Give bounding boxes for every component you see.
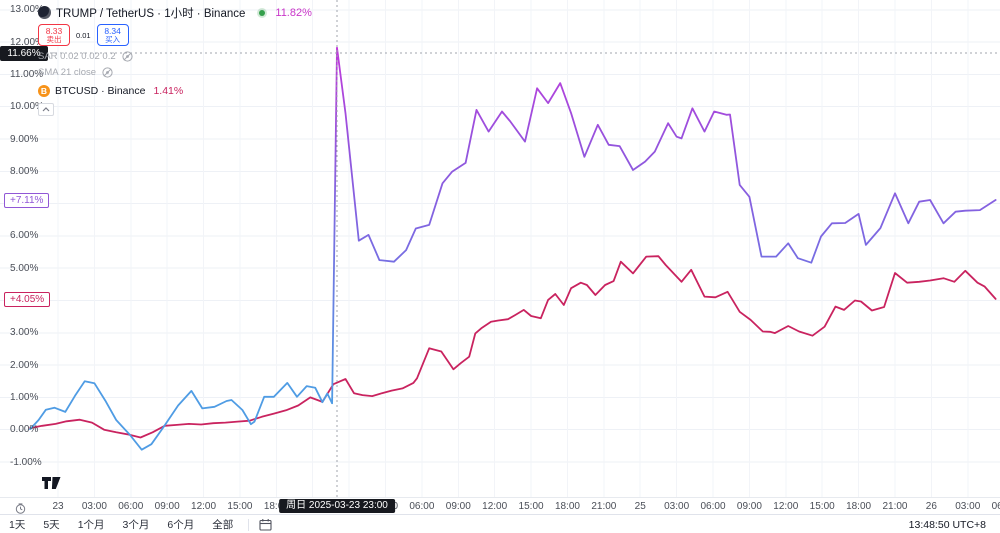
- time-scale-label: 06:00: [409, 501, 435, 512]
- goto-date-icon[interactable]: [255, 518, 276, 531]
- trump-last-value-badge: +7.11%: [4, 192, 50, 208]
- price-scale-label: 2.00%: [10, 359, 39, 371]
- time-scale-label: 03:00: [664, 501, 690, 512]
- time-scale-label: 18:00: [263, 501, 289, 512]
- price-scale-label: 3.00%: [10, 327, 39, 339]
- chart-canvas[interactable]: [0, 0, 1000, 497]
- eye-off-icon[interactable]: [102, 66, 113, 78]
- price-scale-label: 0.00%: [10, 424, 39, 436]
- time-scale-label: 12:00: [773, 501, 799, 512]
- sell-label: 卖出: [46, 34, 62, 44]
- time-scale[interactable]: 周日 2025-03-23 23:00 23 03:00 06:00 09:00 12:…: [0, 497, 1000, 515]
- range-1d[interactable]: 1天: [9, 519, 26, 531]
- legend: TRUMP / TetherUS · 1小时 · Binance 11.82% …: [38, 4, 312, 116]
- crosshair-time-badge: 周日 2025-03-23 23:00: [279, 499, 395, 513]
- time-scale-label: 15:00: [809, 501, 835, 512]
- tradingview-logo[interactable]: [42, 476, 61, 494]
- range-1m[interactable]: 1个月: [77, 519, 105, 531]
- bottom-toolbar: 1天 5天 1个月 3个月 6个月 全部 13:48:50 UTC+8: [0, 514, 1000, 533]
- sar-indicator-label: SAR 0.02 0.02 0.2: [38, 50, 116, 62]
- price-scale-label: 1.00%: [10, 391, 39, 403]
- compare-row-btcusd[interactable]: B BTCUSD · Binance 1.41%: [38, 83, 312, 98]
- time-scale-label: 03:00: [81, 501, 107, 512]
- price-scale-label: 10.00%: [10, 101, 44, 113]
- horizontal-gridlines: [0, 9, 1000, 463]
- time-scale-label: 23: [52, 501, 64, 512]
- time-scale-label: 18:00: [554, 501, 580, 512]
- btc-last-value-badge: +4.05%: [4, 291, 51, 307]
- buy-button[interactable]: 8.34 买入: [96, 24, 129, 46]
- range-5d[interactable]: 5天: [43, 519, 60, 531]
- time-scale-label: 26: [925, 501, 937, 512]
- price-scale-label: 13.00%: [10, 4, 44, 16]
- indicator-row-sar[interactable]: SAR 0.02 0.02 0.2: [38, 50, 312, 62]
- time-scale-label: 03:00: [955, 501, 981, 512]
- clock-utc-label[interactable]: 13:48:50 UTC+8: [908, 518, 986, 531]
- price-scale-label: 8.00%: [10, 165, 39, 177]
- symbol-title[interactable]: TRUMP / TetherUS · 1小时 · Binance: [56, 7, 246, 20]
- compare-change-value: 1.41%: [153, 84, 184, 97]
- price-scale-label: 11.00%: [10, 68, 44, 80]
- symbol-change-value: 11.82%: [275, 6, 312, 19]
- crosshair-price-badge: 11.66%: [0, 45, 48, 61]
- time-scale-label: 06:00: [700, 501, 726, 512]
- spread-value: 0.01: [74, 29, 93, 41]
- time-scale-label: 06:00: [991, 501, 1000, 512]
- time-scale-label: 06:00: [118, 501, 144, 512]
- price-scale-label: 5.00%: [10, 262, 39, 274]
- buy-price: 8.34: [104, 25, 121, 36]
- clock-icon[interactable]: [15, 501, 26, 519]
- time-scale-label: 21:00: [591, 501, 617, 512]
- price-scale-label: 12.00%: [10, 36, 44, 48]
- time-scale-label: 09:00: [736, 501, 762, 512]
- time-scale-label: 09:00: [154, 501, 180, 512]
- time-scale-label: 25: [634, 501, 646, 512]
- price-lines: [29, 47, 997, 451]
- range-all[interactable]: 全部: [212, 519, 234, 531]
- range-3m[interactable]: 3个月: [122, 519, 150, 531]
- sma-indicator-label: SMA 21 close: [38, 66, 97, 78]
- price-scale-label: 9.00%: [10, 133, 39, 145]
- time-scale-label: 12:00: [191, 501, 217, 512]
- buy-label: 买入: [105, 34, 121, 44]
- time-scale-label: 09:00: [445, 501, 471, 512]
- trump-coin-icon: [38, 6, 51, 19]
- time-scale-label: 12:00: [482, 501, 508, 512]
- indicator-row-sma[interactable]: SMA 21 close: [38, 66, 312, 78]
- sell-price: 8.33: [45, 25, 63, 36]
- price-scale-label: -1.00%: [10, 456, 42, 468]
- sell-button[interactable]: 8.33 卖出: [38, 24, 70, 46]
- compare-symbol-title: BTCUSD · Binance: [55, 84, 146, 97]
- time-scale-label: 18:00: [846, 501, 872, 512]
- bitcoin-icon: B: [38, 84, 50, 97]
- eye-off-icon[interactable]: [122, 50, 133, 62]
- time-scale-label: 15:00: [518, 501, 544, 512]
- time-scale-label: 21:00: [882, 501, 908, 512]
- crosshair: [0, 0, 1000, 497]
- toolbar-divider: [248, 518, 250, 531]
- market-status-icon[interactable]: [259, 9, 266, 16]
- range-6m[interactable]: 6个月: [167, 519, 195, 531]
- price-scale-label: 6.00%: [10, 230, 39, 242]
- time-scale-label: 15:00: [227, 501, 253, 512]
- legend-collapse-button[interactable]: [38, 103, 54, 116]
- vertical-gridlines: [57, 0, 969, 497]
